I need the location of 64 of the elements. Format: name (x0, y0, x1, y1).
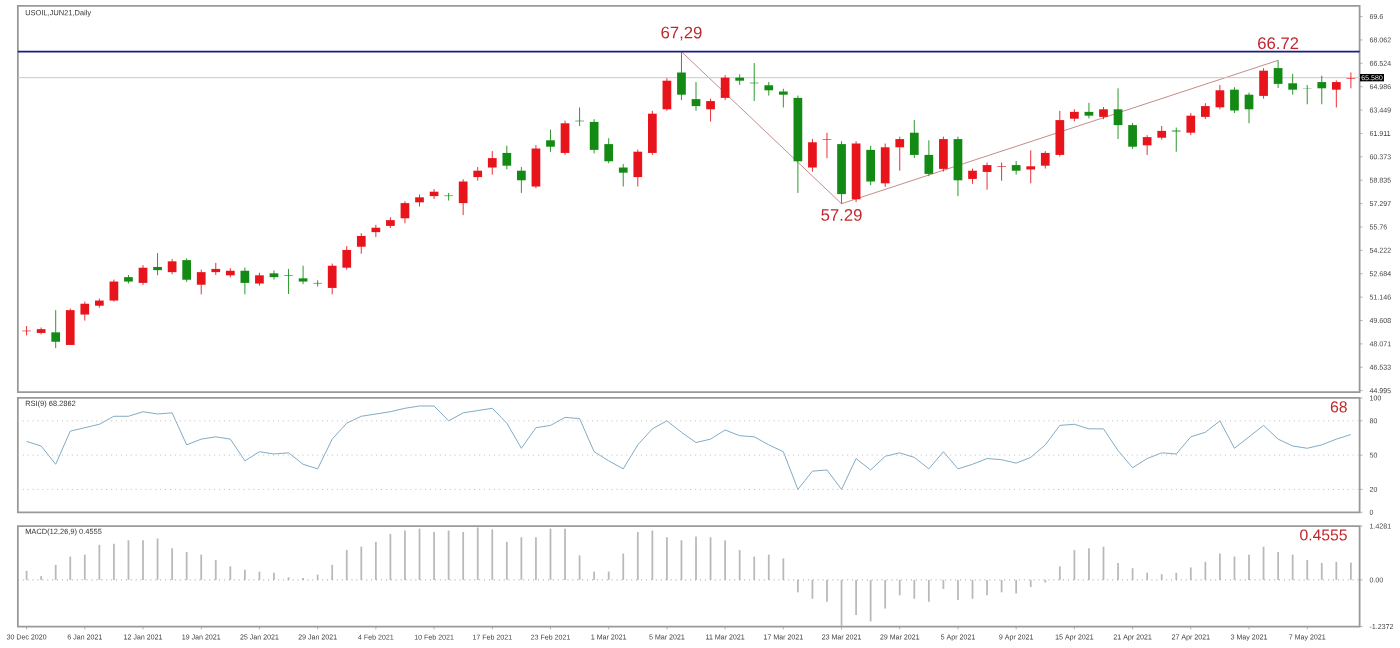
candlestick (1288, 73, 1298, 96)
candlestick (546, 129, 555, 153)
candlestick (1128, 122, 1137, 150)
candlestick (909, 119, 919, 159)
candlestick (633, 149, 643, 188)
candlestick (356, 233, 366, 255)
candlestick (153, 252, 162, 277)
candlestick (589, 119, 599, 155)
candlestick (1142, 134, 1152, 156)
candlestick (458, 179, 468, 216)
candlestick (1084, 102, 1094, 120)
candlestick (822, 132, 832, 159)
candlestick (1215, 84, 1225, 111)
candlestick (196, 269, 206, 296)
candlestick (65, 308, 75, 346)
candlestick (240, 267, 250, 296)
candlestick (866, 145, 876, 187)
candlestick (444, 192, 453, 202)
candlestick (895, 136, 905, 172)
candlestick (51, 309, 61, 349)
candlestick (1346, 72, 1356, 90)
candlestick (662, 77, 672, 112)
candlestick (953, 136, 963, 197)
candlestick (400, 201, 410, 225)
candlestick (487, 150, 497, 176)
candlestick (109, 279, 119, 303)
candlestick (502, 145, 512, 171)
candlestick (880, 143, 890, 188)
candlestick (808, 138, 817, 173)
candlestick (1331, 80, 1341, 109)
candlestick (1055, 110, 1065, 158)
candlestick (298, 265, 308, 285)
candlestick (531, 144, 541, 190)
candlestick (560, 120, 570, 156)
candlestick (342, 245, 352, 271)
candlestick (778, 88, 788, 109)
candlestick (138, 264, 148, 286)
candlestick (1259, 68, 1268, 100)
candlestick (924, 140, 934, 177)
candlestick (677, 51, 686, 101)
candlestick (647, 110, 657, 156)
candlestick (1026, 150, 1036, 185)
candlestick (182, 258, 192, 283)
candlestick (982, 162, 992, 191)
candlestick (997, 162, 1006, 182)
candlestick (706, 98, 715, 123)
candlestick (1273, 60, 1283, 89)
candlestick (1317, 75, 1327, 105)
annotation: 66.72 (1258, 37, 1299, 50)
candlestick (720, 74, 730, 101)
candlestick (80, 301, 90, 322)
candlestick (604, 138, 614, 164)
candlestick (1113, 88, 1123, 140)
candlestick (1230, 87, 1239, 114)
candlestick (36, 327, 46, 336)
candlestick (618, 163, 628, 188)
candlestick (691, 81, 701, 112)
annotation: 67,29 (661, 26, 702, 41)
candlestick (517, 166, 526, 194)
candlestick (1186, 112, 1196, 136)
annotation: 57.29 (821, 209, 862, 222)
candlestick (284, 268, 293, 295)
candlestick (327, 263, 337, 296)
candlestick (939, 136, 948, 173)
